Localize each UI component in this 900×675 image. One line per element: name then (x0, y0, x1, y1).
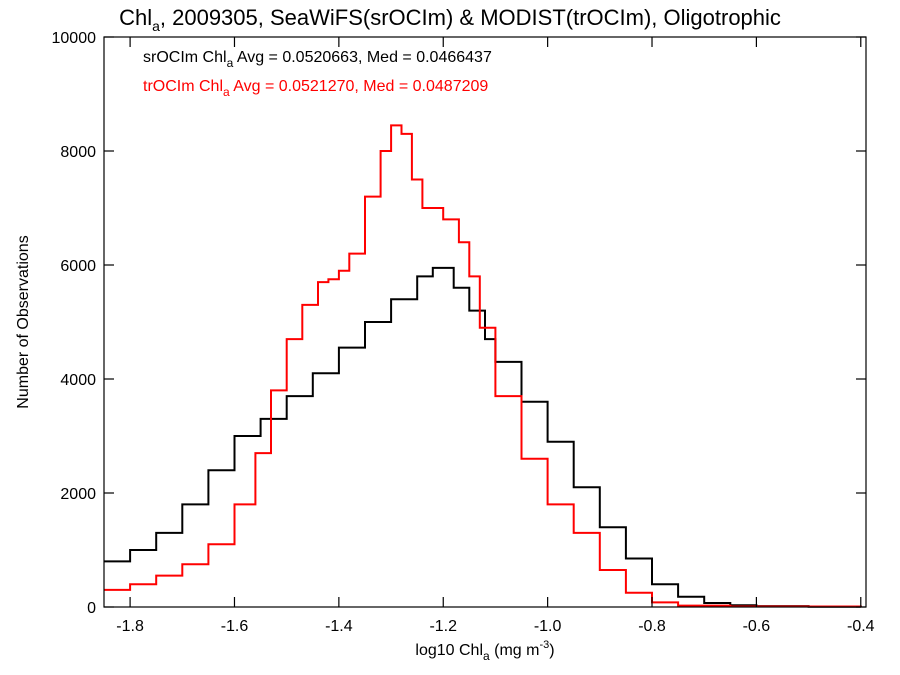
x-tick-label: -0.4 (847, 618, 875, 635)
y-tick-label: 10000 (52, 30, 97, 47)
y-axis-label: Number of Observations (15, 235, 32, 408)
tick-layer: -1.8 -1.6 -1.4 -1.2 -1.0 -0.8 -0.6 -0.4 0 2000 400… (52, 30, 875, 635)
series-line-1 (104, 124, 862, 608)
x-tick-label: -1.4 (325, 618, 353, 635)
y-tick-label: 6000 (60, 258, 96, 275)
series-layer (104, 124, 862, 608)
annotation-trocim: trOCIm Chla Avg = 0.0521270, Med = 0.048… (143, 78, 488, 99)
y-tick-label: 8000 (60, 144, 96, 161)
plot-frame (103, 36, 867, 608)
y-tick-label: 2000 (60, 486, 96, 503)
x-tick-label: -1.8 (116, 618, 144, 635)
series-line-0 (104, 266, 862, 608)
x-tick-label: -1.0 (534, 618, 562, 635)
annotation-srocim: srOCIm Chla Avg = 0.0520663, Med = 0.046… (143, 49, 492, 70)
x-tick-label: -1.2 (429, 618, 457, 635)
chart-title: Chla, 2009305, SeaWiFS(srOCIm) & MODIST(… (119, 5, 781, 34)
y-tick-label: 0 (87, 600, 96, 617)
y-tick-label: 4000 (60, 372, 96, 389)
x-tick-label: -1.6 (221, 618, 249, 635)
x-axis-label: log10 Chla (mg m-3) (415, 639, 554, 663)
x-tick-label: -0.6 (743, 618, 771, 635)
x-tick-label: -0.8 (638, 618, 666, 635)
